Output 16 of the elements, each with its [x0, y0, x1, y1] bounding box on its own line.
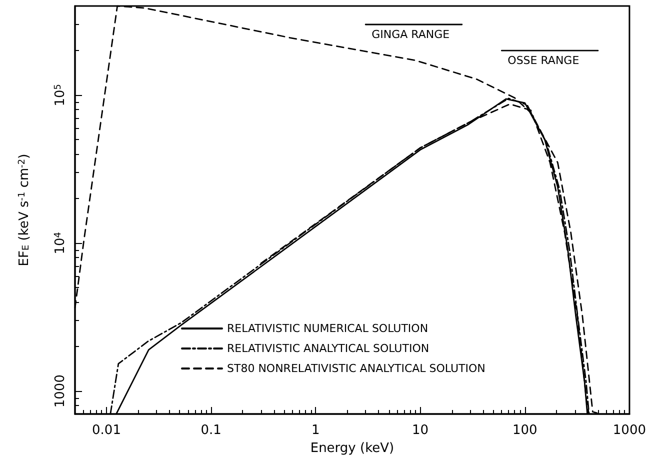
x-tick-label: 0.01 [92, 423, 121, 438]
y-tick-label: 105 [53, 84, 68, 106]
legend-label: ST80 NONRELATIVISTIC ANALYTICAL SOLUTION [227, 362, 486, 375]
y-tick-label: 104 [53, 232, 68, 254]
x-axis-title: Energy (keV) [310, 440, 394, 456]
y-tick-label: 1000 [53, 374, 68, 408]
x-tick-label: 10 [412, 423, 429, 438]
x-tick-label: 1 [312, 423, 320, 438]
legend-label: RELATIVISTIC ANALYTICAL SOLUTION [227, 342, 430, 355]
x-tick-label: 100 [512, 423, 538, 438]
x-tick-label: 1000 [612, 423, 646, 438]
y-axis-title: EFE (keV s-1 cm-2) [17, 154, 32, 266]
legend-label: RELATIVISTIC NUMERICAL SOLUTION [227, 322, 428, 335]
x-tick-label: 0.1 [200, 423, 222, 438]
series-label: GINGA RANGE [372, 28, 450, 41]
series-label: OSSE RANGE [508, 54, 580, 68]
